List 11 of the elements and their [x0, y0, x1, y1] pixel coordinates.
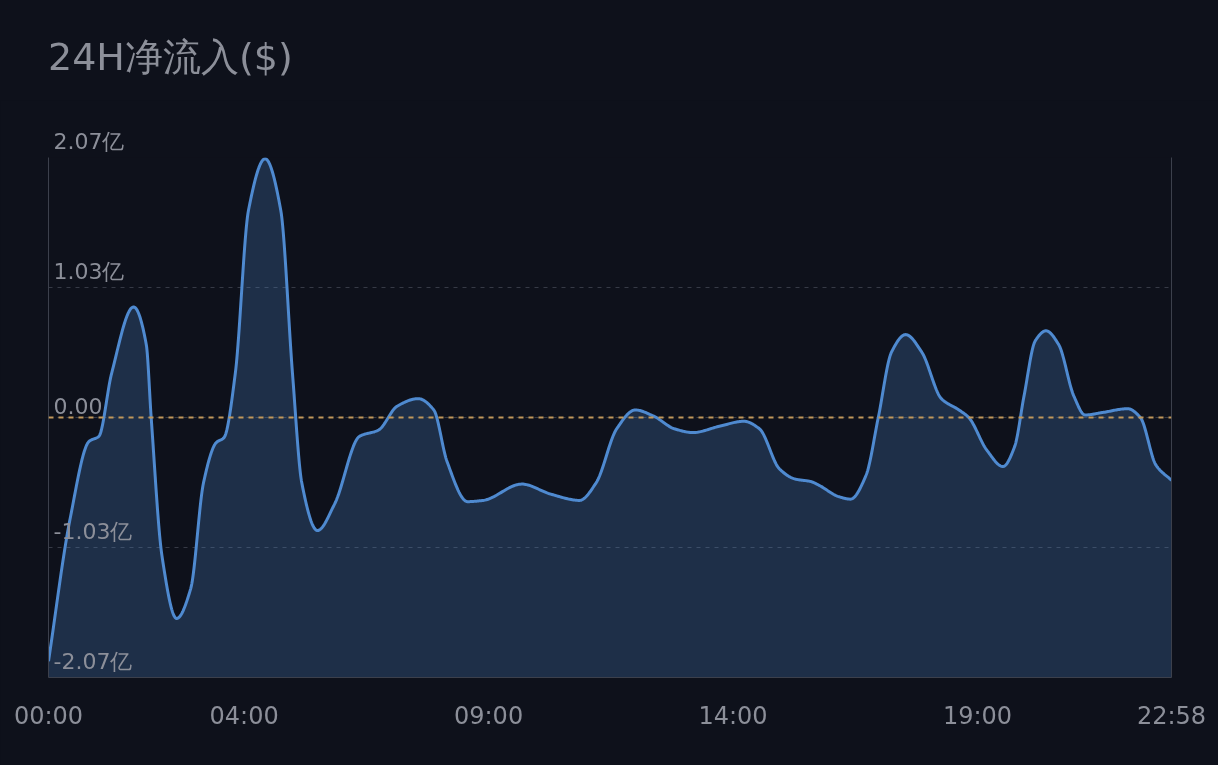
chart-title: 24H净流入($) [48, 34, 293, 81]
y-tick-label: 2.07亿 [53, 128, 125, 154]
x-tick-label: 04:00 [209, 701, 279, 730]
y-tick-label: 0.00 [53, 393, 103, 419]
x-tick-label: 19:00 [942, 701, 1013, 730]
x-tick-label: 22:58 [1136, 701, 1207, 730]
x-tick-label: 00:00 [13, 701, 84, 730]
x-tick-label: 14:00 [698, 701, 768, 730]
y-tick-label: -2.07亿 [53, 648, 133, 674]
x-tick-label: 09:00 [453, 701, 524, 730]
y-tick-label: 1.03亿 [53, 258, 125, 284]
